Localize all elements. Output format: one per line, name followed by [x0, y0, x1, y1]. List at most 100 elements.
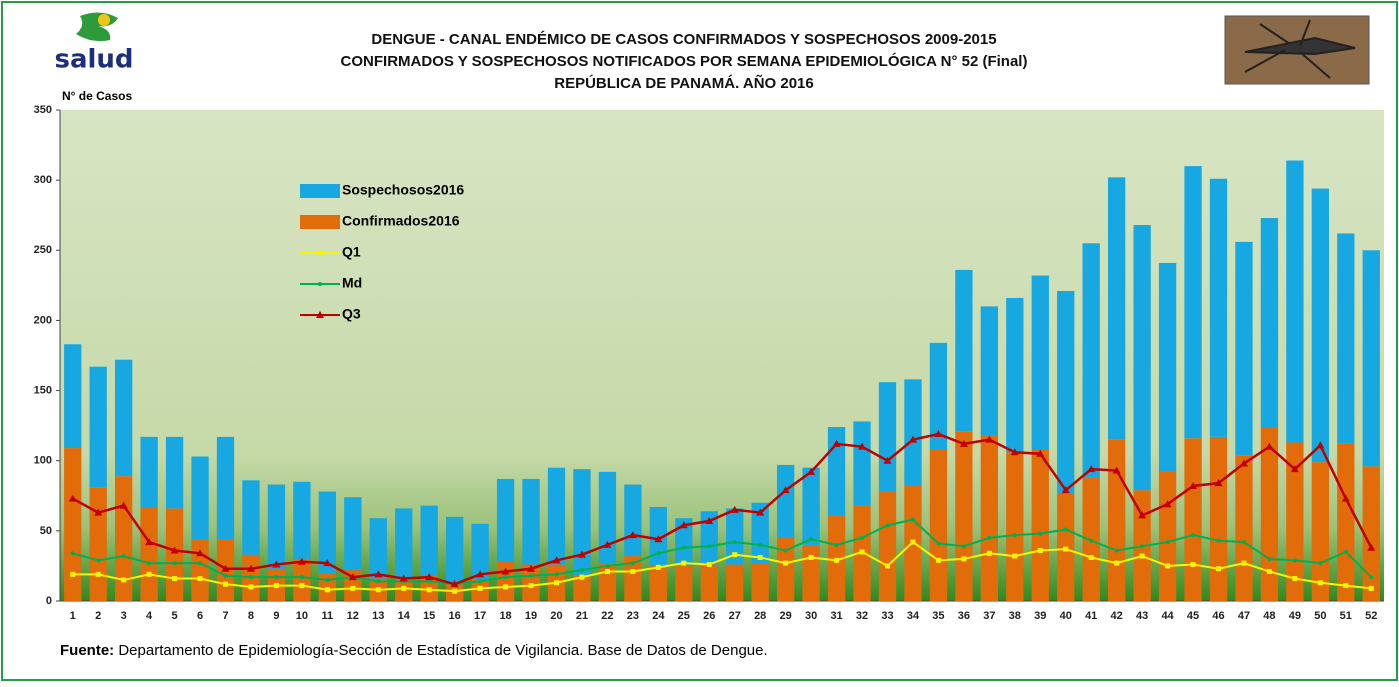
marker — [248, 584, 253, 589]
marker — [1267, 557, 1271, 561]
bar — [1235, 242, 1252, 455]
marker — [478, 579, 482, 583]
marker — [910, 540, 915, 545]
marker — [681, 561, 686, 566]
bar — [1057, 291, 1074, 493]
marker — [630, 569, 635, 574]
x-tick-label: 25 — [678, 610, 690, 622]
bar — [64, 448, 81, 601]
bar — [90, 367, 107, 488]
marker — [987, 551, 992, 556]
bar — [370, 518, 387, 578]
marker — [605, 569, 610, 574]
x-tick-label: 36 — [958, 610, 970, 622]
source: Fuente: Departamento de Epidemiología-Se… — [60, 642, 768, 659]
marker — [274, 583, 279, 588]
bar — [293, 559, 310, 601]
bar — [752, 563, 769, 601]
marker — [1115, 548, 1119, 552]
x-tick-label: 20 — [550, 610, 562, 622]
marker — [350, 586, 355, 591]
y-tick-label: 350 — [34, 104, 52, 116]
bar — [1312, 462, 1329, 601]
marker — [1114, 561, 1119, 566]
marker — [656, 551, 660, 555]
marker — [122, 554, 126, 558]
bar — [650, 566, 667, 601]
marker — [1140, 554, 1145, 559]
bar — [395, 508, 412, 580]
x-tick-label: 48 — [1263, 610, 1275, 622]
x-tick-label: 27 — [729, 610, 741, 622]
marker — [936, 541, 940, 545]
bar — [522, 479, 539, 565]
marker — [300, 575, 304, 579]
bar — [777, 465, 794, 538]
bar — [446, 517, 463, 584]
marker — [1241, 561, 1246, 566]
x-tick-label: 49 — [1289, 610, 1301, 622]
bar — [90, 487, 107, 601]
bar — [1337, 233, 1354, 443]
marker — [784, 548, 788, 552]
chart: salud DENGUE - CANAL ENDÉMICO DE CASOS C… — [0, 0, 1399, 682]
marker — [529, 583, 534, 588]
bar — [268, 485, 285, 569]
marker — [886, 523, 890, 527]
x-tick-label: 41 — [1085, 610, 1097, 622]
bar — [573, 469, 590, 576]
marker — [376, 587, 381, 592]
marker — [835, 543, 839, 547]
bar — [1363, 250, 1380, 466]
marker — [121, 577, 126, 582]
x-tick-label: 9 — [273, 610, 279, 622]
bar — [955, 431, 972, 601]
marker — [325, 587, 330, 592]
marker — [1013, 533, 1017, 537]
bar — [981, 306, 998, 435]
x-tick-label: 8 — [248, 610, 254, 622]
bar — [955, 270, 972, 431]
marker — [1369, 586, 1374, 591]
x-tick-label: 16 — [449, 610, 461, 622]
marker — [1166, 540, 1170, 544]
bar — [1108, 440, 1125, 601]
marker — [961, 556, 966, 561]
y-tick-label: 150 — [34, 384, 52, 396]
logo-text: salud — [54, 45, 133, 75]
marker — [1038, 532, 1042, 536]
bar — [599, 472, 616, 563]
x-tick-label: 14 — [398, 610, 411, 622]
marker — [198, 561, 202, 565]
marker — [147, 572, 152, 577]
marker — [860, 549, 865, 554]
marker — [1140, 544, 1144, 548]
marker — [223, 582, 228, 587]
bar — [1184, 166, 1201, 438]
y-axis-label: N° de Casos — [62, 89, 132, 103]
legend-label: Confirmados2016 — [342, 213, 460, 229]
x-tick-label: 26 — [703, 610, 715, 622]
x-tick-label: 22 — [601, 610, 613, 622]
x-tick-label: 7 — [222, 610, 228, 622]
marker — [147, 561, 151, 565]
bar — [701, 565, 718, 601]
marker — [809, 537, 813, 541]
marker — [1343, 583, 1348, 588]
x-tick-label: 23 — [627, 610, 639, 622]
marker — [452, 589, 457, 594]
bar — [1235, 455, 1252, 601]
bar — [1184, 438, 1201, 601]
bar — [497, 479, 514, 562]
bar — [981, 435, 998, 601]
marker — [249, 575, 253, 579]
bar — [599, 563, 616, 601]
y-tick-label: 200 — [34, 314, 52, 326]
x-tick-label: 13 — [372, 610, 384, 622]
title-line: REPÚBLICA DE PANAMÁ. AÑO 2016 — [554, 74, 813, 92]
x-tick-label: 4 — [146, 610, 153, 622]
x-tick-label: 44 — [1161, 610, 1174, 622]
x-tick-label: 1 — [70, 610, 76, 622]
marker — [1293, 558, 1297, 562]
marker — [1064, 527, 1068, 531]
